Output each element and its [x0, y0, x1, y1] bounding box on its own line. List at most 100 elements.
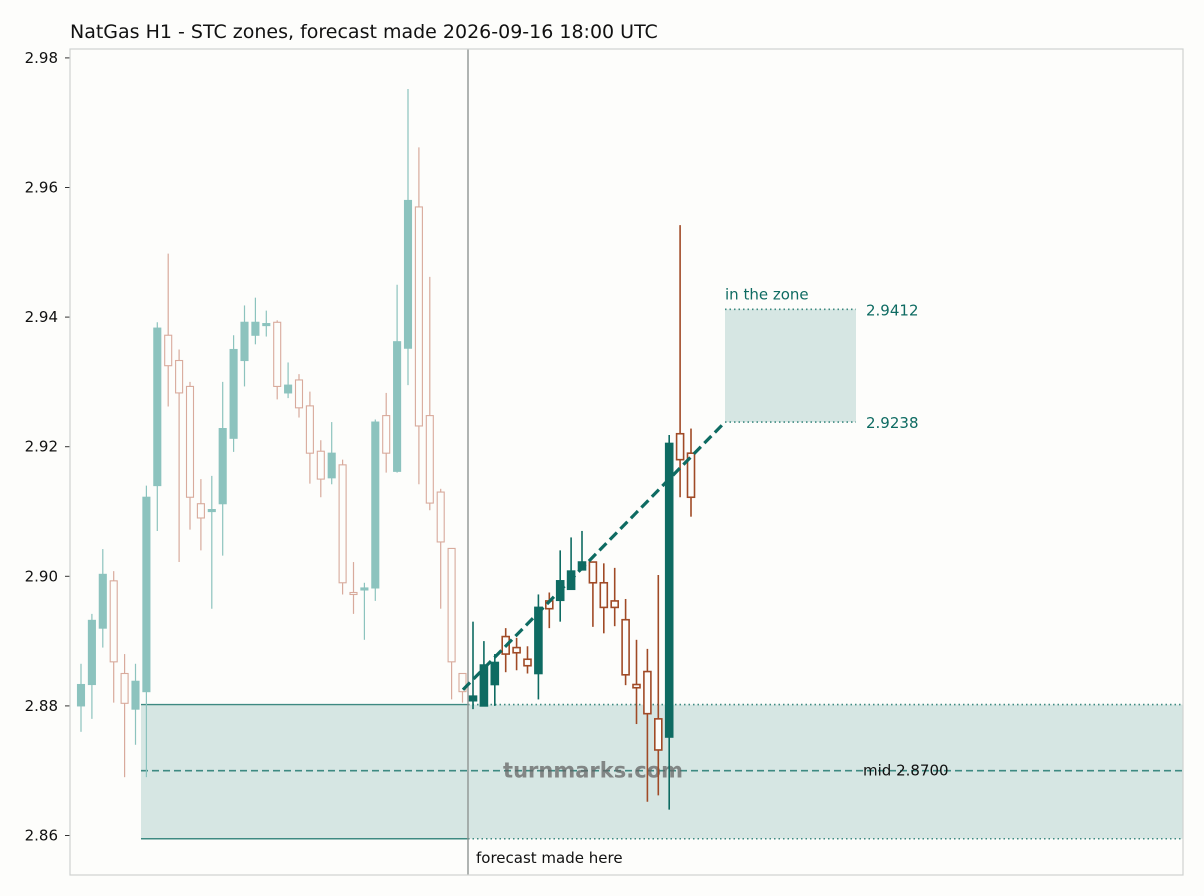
candle-body: [588, 561, 598, 584]
trend-line: [461, 420, 727, 691]
candle-body: [131, 680, 140, 710]
candle-body: [632, 683, 641, 689]
history-candle-30: [403, 89, 413, 386]
history-candle-23: [327, 422, 336, 485]
chart-title: NatGas H1 - STC zones, forecast made 202…: [70, 21, 658, 43]
forecast-candle-18: [664, 435, 674, 810]
candle-body: [414, 206, 423, 427]
candle-body: [490, 661, 500, 686]
history-candle-21: [305, 391, 314, 484]
zone-high-label: 2.9412: [866, 301, 919, 319]
candle-body: [371, 421, 380, 589]
candle-body: [360, 587, 369, 591]
forecast-candle-13: [610, 567, 620, 627]
candle-body: [393, 341, 402, 472]
forecast-candle-19: [675, 225, 685, 498]
candle-body: [87, 619, 96, 686]
history-candle-6: [142, 485, 151, 778]
candle-body: [403, 199, 413, 349]
history-candle-29: [393, 284, 402, 473]
candle-body: [251, 321, 260, 336]
forecast-candle-5: [523, 646, 532, 674]
candle-body: [643, 670, 652, 715]
history-candle-2: [98, 549, 107, 648]
history-candle-25: [349, 562, 358, 614]
forecast-candle-15: [632, 639, 641, 725]
history-candle-1: [87, 613, 96, 719]
watermark: turnmarks.com: [503, 759, 683, 783]
zone-low-label: 2.9238: [866, 414, 919, 432]
plot-frame: [69, 48, 1184, 876]
history-candle-27: [371, 419, 380, 601]
candle-body: [512, 646, 521, 654]
candle-body: [675, 432, 685, 461]
candle-body: [447, 547, 456, 663]
candle-body: [109, 580, 118, 663]
history-candle-3: [109, 571, 118, 703]
candle-body: [621, 618, 630, 676]
candle-body: [76, 683, 86, 707]
history-candle-26: [360, 582, 369, 640]
history-candle-16: [251, 297, 260, 345]
history-candle-28: [382, 392, 391, 473]
candle-body: [240, 321, 249, 362]
history-candle-24: [338, 459, 347, 595]
candle-body: [349, 591, 358, 596]
candle-body: [142, 496, 151, 693]
zone-label: in the zone: [725, 285, 809, 303]
candle-body: [196, 503, 205, 519]
candle-body: [523, 658, 532, 667]
history-candle-14: [229, 335, 238, 452]
target-zone: [725, 309, 856, 423]
history-candle-10: [185, 381, 195, 530]
forecast-candle-20: [686, 428, 696, 517]
candle-body: [207, 509, 216, 513]
history-candle-34: [447, 547, 456, 700]
overlays-layer: in the zone 2.9412 2.9238 mid 2.8700 forecas…: [461, 49, 949, 875]
candle-body: [534, 606, 543, 675]
candle-body: [185, 385, 195, 498]
history-candle-13: [218, 381, 227, 556]
candle-body: [686, 452, 696, 499]
candle-body: [327, 452, 336, 479]
candle-body: [436, 491, 445, 543]
history-candle-15: [240, 305, 249, 387]
candle-body: [479, 664, 489, 707]
candle-body: [284, 384, 293, 394]
candle-body: [610, 600, 620, 609]
candle-body: [120, 672, 129, 704]
history-candle-17: [262, 310, 271, 337]
forecast-candle-12: [599, 563, 609, 634]
mid-label: mid 2.8700: [863, 762, 949, 780]
forecast-candle-17: [653, 575, 663, 796]
history-candle-31: [414, 147, 423, 485]
candle-body: [294, 379, 304, 409]
candle-body: [599, 581, 609, 609]
candle-body: [273, 321, 282, 387]
candle-body: [262, 323, 271, 327]
y-tick-label: 2.86: [25, 827, 58, 845]
candle-body: [425, 415, 434, 504]
candle-body: [305, 405, 314, 454]
candle-body: [218, 428, 227, 505]
forecast-candle-16: [643, 648, 652, 802]
history-candle-18: [273, 320, 282, 400]
candle-body: [164, 334, 173, 367]
history-candle-12: [207, 475, 216, 609]
history-candle-4: [120, 654, 129, 778]
history-candle-22: [316, 440, 325, 498]
candle-body: [229, 348, 238, 439]
y-tick-label: 2.88: [25, 697, 58, 715]
y-tick-label: 2.94: [25, 308, 58, 326]
forecast-candle-2: [490, 654, 500, 706]
history-candle-9: [175, 349, 184, 563]
candle-body: [664, 442, 674, 738]
candle-body: [316, 450, 325, 480]
candle-body: [382, 415, 391, 454]
candle-body: [153, 327, 162, 487]
candle-body: [653, 718, 663, 751]
candle-body: [98, 573, 107, 629]
forecast-candle-0: [468, 621, 478, 710]
y-tick-label: 2.96: [25, 179, 58, 197]
